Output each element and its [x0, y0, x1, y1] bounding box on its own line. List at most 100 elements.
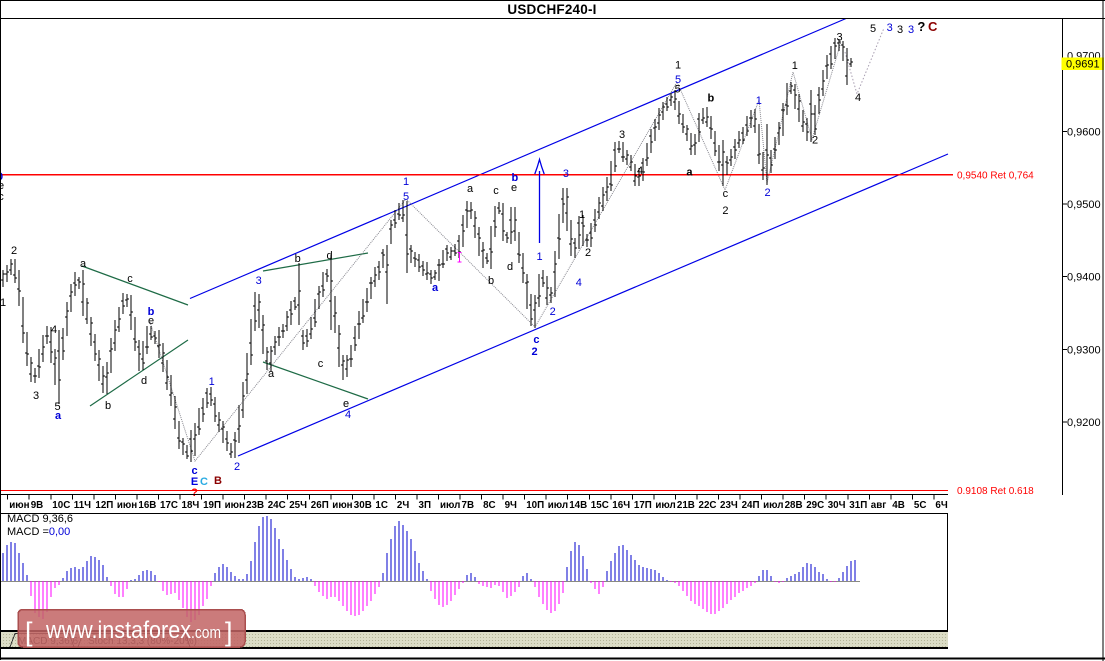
svg-text:июл: июл: [548, 500, 568, 511]
svg-text:9В: 9В: [31, 500, 44, 511]
svg-text:11Ч: 11Ч: [74, 500, 91, 511]
svg-text:0,9400: 0,9400: [1067, 272, 1101, 284]
svg-text:3: 3: [837, 32, 843, 44]
svg-text:4: 4: [855, 92, 861, 104]
svg-text:0,9500: 0,9500: [1067, 199, 1101, 211]
svg-text:16В: 16В: [138, 500, 156, 511]
svg-text:2: 2: [812, 135, 818, 147]
svg-text:b: b: [488, 275, 494, 287]
svg-text:0,9691: 0,9691: [1066, 59, 1100, 71]
svg-text:4: 4: [345, 409, 351, 421]
svg-text:23Ч: 23Ч: [720, 500, 738, 511]
svg-text:USDCHF240-I: USDCHF240-I: [507, 2, 596, 17]
svg-text:1: 1: [209, 376, 215, 388]
svg-text:5: 5: [675, 74, 681, 86]
svg-text:c: c: [127, 273, 133, 285]
svg-text:12П: 12П: [95, 500, 113, 511]
svg-text:C: C: [928, 19, 938, 34]
svg-text:e: e: [0, 180, 4, 192]
svg-text:a: a: [432, 282, 439, 294]
svg-text:a: a: [686, 166, 693, 178]
svg-text:c: c: [533, 334, 539, 346]
svg-text:0,9600: 0,9600: [1067, 126, 1101, 138]
svg-text:4: 4: [576, 277, 582, 289]
svg-text:26П: 26П: [311, 500, 329, 511]
svg-text:23В: 23В: [246, 500, 264, 511]
svg-text:2: 2: [722, 205, 728, 217]
svg-text:b: b: [512, 172, 519, 184]
svg-text:3: 3: [563, 168, 569, 180]
svg-text:2: 2: [234, 461, 240, 473]
svg-text:?: ?: [917, 19, 925, 34]
svg-text:C: C: [200, 476, 208, 488]
svg-text:a: a: [80, 258, 87, 270]
svg-text:15С: 15С: [591, 500, 609, 511]
svg-text:c: c: [493, 185, 499, 197]
svg-text:3: 3: [887, 22, 893, 34]
svg-text:5: 5: [870, 23, 876, 35]
svg-text:c: c: [318, 358, 324, 370]
svg-text:B: B: [214, 475, 222, 487]
svg-text:4: 4: [637, 165, 643, 177]
svg-text:a: a: [55, 410, 62, 422]
svg-text:?: ?: [191, 487, 198, 499]
svg-text:a: a: [467, 183, 474, 195]
svg-text:e: e: [343, 398, 349, 410]
svg-text:25Ч: 25Ч: [289, 500, 307, 511]
svg-text:1: 1: [675, 60, 681, 72]
svg-text:2: 2: [585, 247, 591, 259]
svg-text:19П: 19П: [203, 500, 221, 511]
svg-text:2Ч: 2Ч: [397, 500, 409, 511]
svg-text:29С: 29С: [806, 500, 824, 511]
svg-text:MACD 9,36,6: MACD 9,36,6: [7, 513, 73, 525]
svg-text:2: 2: [765, 187, 771, 199]
svg-text:6Ч: 6Ч: [935, 500, 947, 511]
svg-text:0,9540 Ret 0,764: 0,9540 Ret 0,764: [957, 170, 1034, 181]
svg-text:4В: 4В: [892, 500, 905, 511]
svg-text:b: b: [105, 400, 111, 412]
svg-text:2: 2: [11, 245, 17, 257]
svg-text:1: 1: [756, 95, 762, 107]
svg-text:1С: 1С: [375, 500, 388, 511]
svg-text:21В: 21В: [677, 500, 695, 511]
svg-text:5: 5: [675, 84, 681, 96]
svg-text:авг: авг: [871, 500, 887, 511]
svg-text:июн: июн: [9, 500, 29, 511]
svg-text:c: c: [0, 191, 4, 203]
svg-text:30Ч: 30Ч: [828, 500, 846, 511]
svg-text:[: [: [25, 617, 33, 647]
svg-text:1: 1: [0, 297, 6, 309]
svg-text:.com: .com: [191, 624, 221, 642]
svg-text:3: 3: [256, 275, 262, 287]
svg-text:17С: 17С: [160, 500, 178, 511]
svg-text:24П: 24П: [742, 500, 760, 511]
svg-text:1: 1: [579, 209, 585, 221]
svg-text:c: c: [191, 465, 197, 477]
svg-text:18Ч: 18Ч: [182, 500, 200, 511]
svg-text:3: 3: [33, 390, 39, 402]
svg-text:июл: июл: [440, 500, 460, 511]
svg-text:июн: июн: [225, 500, 245, 511]
svg-text:28В: 28В: [785, 500, 803, 511]
svg-text:b: b: [148, 306, 155, 318]
svg-text:3: 3: [897, 24, 903, 36]
svg-text:10С: 10С: [52, 500, 70, 511]
svg-text:5С: 5С: [914, 500, 927, 511]
svg-text:июн: июн: [332, 500, 352, 511]
svg-text:e: e: [511, 182, 517, 194]
svg-text:0.9108 Ret 0.618: 0.9108 Ret 0.618: [957, 486, 1034, 497]
svg-text:31П: 31П: [849, 500, 867, 511]
svg-text:3: 3: [619, 129, 625, 141]
svg-text:3: 3: [908, 24, 914, 36]
svg-text:]: ]: [225, 617, 233, 647]
svg-text:июл: июл: [655, 500, 675, 511]
svg-text:2: 2: [550, 306, 556, 318]
svg-text:10П: 10П: [526, 500, 544, 511]
svg-text:1: 1: [792, 60, 798, 72]
svg-text:a: a: [268, 368, 275, 380]
svg-text:b: b: [708, 93, 715, 105]
svg-text:16Ч: 16Ч: [612, 500, 630, 511]
svg-text:e: e: [148, 315, 154, 327]
svg-text:5: 5: [403, 191, 409, 203]
svg-text:MACD =0,00: MACD =0,00: [7, 526, 70, 538]
